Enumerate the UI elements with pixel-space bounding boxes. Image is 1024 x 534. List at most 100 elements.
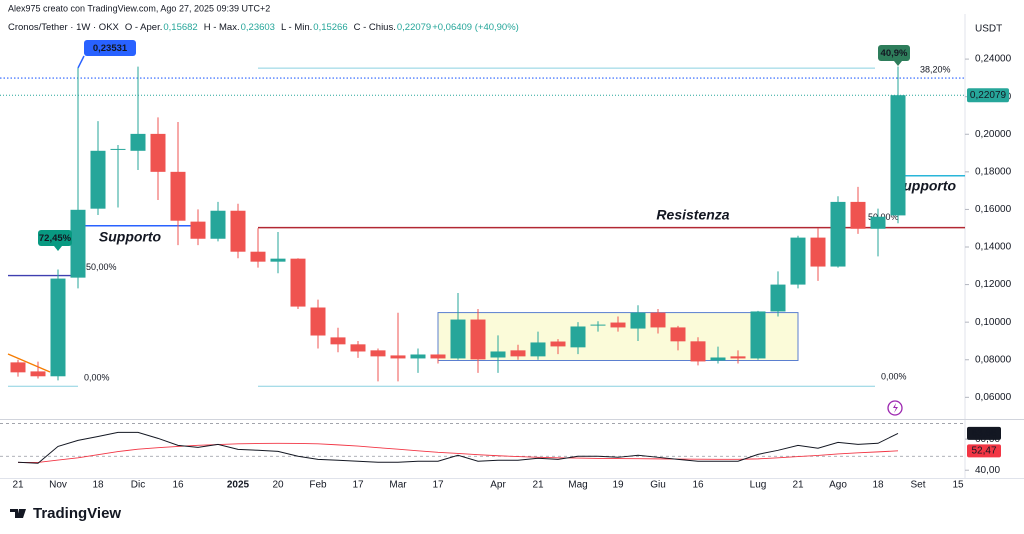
legend-high: 0,23603 [241, 22, 275, 33]
candle-body [730, 356, 746, 359]
candle-body [50, 278, 66, 377]
x-tick-label: Mar [389, 480, 407, 491]
candle-body [410, 354, 426, 359]
candle-body [670, 327, 686, 342]
x-tick-label: Apr [490, 480, 506, 491]
candle-body [290, 258, 306, 307]
candle-body [230, 210, 246, 252]
candle-body [770, 284, 786, 312]
callout-box [878, 45, 910, 61]
candle-body [430, 354, 446, 359]
indicator-badge-label: 52,47 [971, 445, 996, 456]
y-tick-label: 0,24000 [975, 54, 1012, 65]
candle-body [790, 237, 806, 285]
legend-close-label: C - Chius. [354, 22, 396, 33]
candle-body [350, 344, 366, 352]
legend: Cronos/Tether · 1W · OKX O - Aper.0,15682… [8, 22, 519, 33]
candle-body [830, 201, 846, 267]
resistance-label: Resistenza [656, 206, 729, 222]
x-tick-label: Feb [309, 480, 327, 491]
candle-body [450, 319, 466, 359]
candle-body [690, 341, 706, 362]
y-tick-label: 0,20000 [975, 129, 1012, 140]
header: Alex975 creato con TradingView.com, Ago … [8, 3, 270, 13]
x-tick-label: Set [910, 480, 925, 491]
fib-label: 0,00% [881, 372, 907, 382]
indicator-badge [967, 444, 1001, 458]
candle-body [330, 337, 346, 345]
callout-pointer [894, 61, 902, 66]
candle-body [530, 342, 546, 357]
y-tick-label: 0,08000 [975, 354, 1012, 365]
candle-body [370, 350, 386, 357]
alert-bolt [893, 403, 898, 413]
candle-body [810, 237, 826, 267]
candle-body [550, 341, 566, 347]
candle-body [210, 210, 226, 239]
x-tick-label: Giu [650, 480, 666, 491]
last-price-label: 0,22079 [970, 90, 1007, 101]
x-tick-label: Lug [750, 480, 767, 491]
legend-low: 0,15266 [313, 22, 347, 33]
brand: TradingView [33, 505, 121, 522]
candle-body [570, 326, 586, 348]
candle-body [890, 95, 906, 216]
candle-body [870, 216, 886, 229]
candle-body [590, 324, 606, 326]
callout-box [38, 230, 72, 246]
legend-open: 0,15682 [163, 22, 197, 33]
candle-body [70, 209, 86, 278]
legend-change: +0,06409 (+40,90%) [432, 22, 519, 33]
y-tick-label: 0,12000 [975, 279, 1012, 290]
x-tick-label: 21 [792, 480, 804, 491]
x-tick-label: 17 [432, 480, 444, 491]
legend-open-label: O - Aper. [125, 22, 163, 33]
fib-label: 50,00% [86, 262, 117, 272]
indicator-badge-label: 63,66 [971, 428, 996, 439]
candle-body [150, 133, 166, 172]
x-tick-label: Dic [131, 480, 145, 491]
legend-symbol: Cronos/Tether · 1W · OKX [8, 22, 120, 33]
x-tick-label: Ago [829, 480, 847, 491]
candle-body [850, 201, 866, 229]
candle-body [470, 319, 486, 360]
x-tick-label: 17 [352, 480, 364, 491]
indicator-line [18, 442, 899, 463]
x-tick-label: 16 [172, 480, 184, 491]
candle-body [490, 351, 506, 358]
callout-pointer [77, 55, 85, 69]
candle-body [310, 307, 326, 336]
y-tick-label: 0,14000 [975, 242, 1012, 253]
candle-body [10, 362, 26, 373]
support-label: Supporto [99, 228, 162, 244]
callout-label: 0,23531 [93, 43, 128, 54]
x-tick-label: 21 [12, 480, 24, 491]
x-tick-label: 18 [872, 480, 884, 491]
candle-body [90, 150, 106, 209]
candle-body [390, 355, 406, 359]
legend-close: 0,22079 [397, 22, 431, 33]
x-tick-label: 20 [272, 480, 284, 491]
x-tick-label: 2025 [227, 480, 250, 491]
legend-high-label: H - Max. [204, 22, 240, 33]
logo: TradingView [10, 505, 121, 522]
candle-body [190, 221, 206, 239]
candle-body [130, 133, 146, 151]
x-tick-label: 16 [692, 480, 704, 491]
y-tick-label: 0,10000 [975, 317, 1012, 328]
indicator-line [17, 431, 899, 464]
indicator-badge [967, 426, 1001, 440]
y-tick-label: 0,18000 [975, 166, 1012, 177]
fib-label: 0,00% [84, 373, 110, 383]
candle-body [650, 312, 666, 328]
x-tick-label: Mag [568, 480, 587, 491]
x-tick-label: 15 [952, 480, 964, 491]
x-tick-label: 21 [532, 480, 544, 491]
currency: USDT [975, 24, 1002, 35]
callout-box [84, 40, 136, 56]
indicator-tick-label: 40,00 [975, 465, 1000, 476]
candle-body [30, 371, 46, 377]
fib-label: 38,20% [920, 64, 951, 74]
